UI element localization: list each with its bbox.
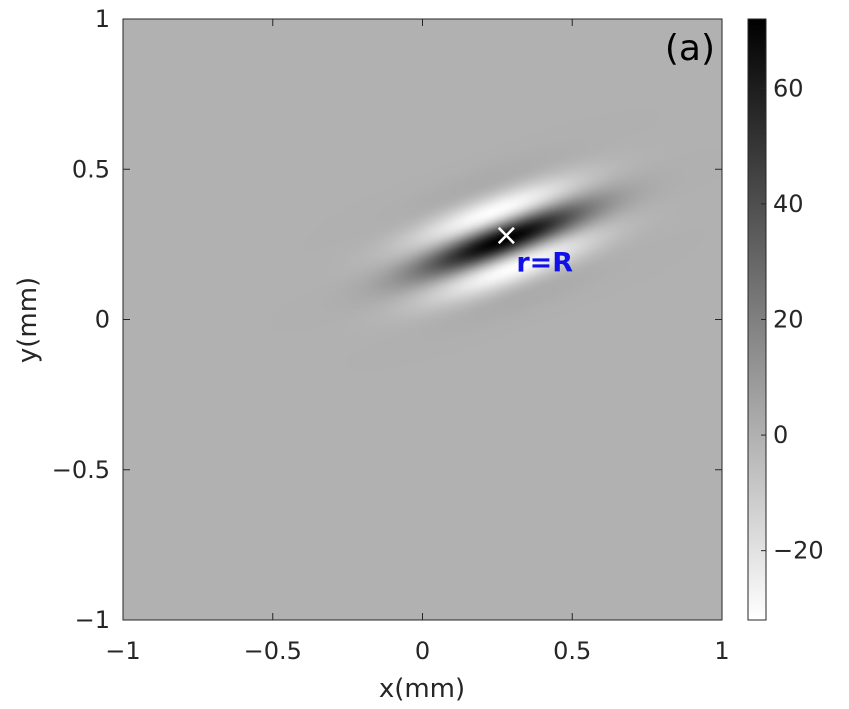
y-axis-label: y(mm) [13, 277, 43, 363]
colorbar-tick-label: 20 [773, 306, 804, 334]
marker-label: r=R [516, 247, 573, 278]
colorbar-tick-label: 40 [773, 190, 804, 218]
colorbar: −20 0 20 40 60 [747, 18, 824, 621]
colorbar-tick-labels: −20 0 20 40 60 [773, 74, 824, 564]
colorbar-tick-label: 0 [773, 421, 788, 449]
x-tick-label: −1 [105, 637, 140, 665]
y-tick-label: 1 [95, 5, 110, 33]
plot-ticks [122, 18, 723, 621]
y-tick-label: −0.5 [52, 456, 110, 484]
colorbar-ticks [761, 87, 766, 552]
heatmap-plot: −1 −0.5 0 0.5 1 −1 −0.5 0 0.5 1 [52, 5, 730, 665]
x-tick-label: 0.5 [553, 637, 591, 665]
colorbar-tick-label: −20 [773, 537, 824, 565]
y-tick-label: −1 [75, 606, 110, 634]
colorbar-tick-label: 60 [773, 74, 804, 102]
x-tick-label: −0.5 [244, 637, 302, 665]
y-tick-label: 0 [95, 306, 110, 334]
panel-label: (a) [665, 28, 715, 69]
y-tick-labels: −1 −0.5 0 0.5 1 [52, 5, 110, 634]
x-tick-labels: −1 −0.5 0 0.5 1 [105, 637, 729, 665]
marker-symbol: × [494, 218, 519, 253]
x-axis-label: x(mm) [379, 674, 465, 704]
y-tick-label: 0.5 [72, 155, 110, 183]
heatmap-image [123, 19, 722, 620]
x-tick-label: 1 [714, 637, 729, 665]
x-tick-label: 0 [415, 637, 430, 665]
marker: × r=R [494, 218, 574, 278]
